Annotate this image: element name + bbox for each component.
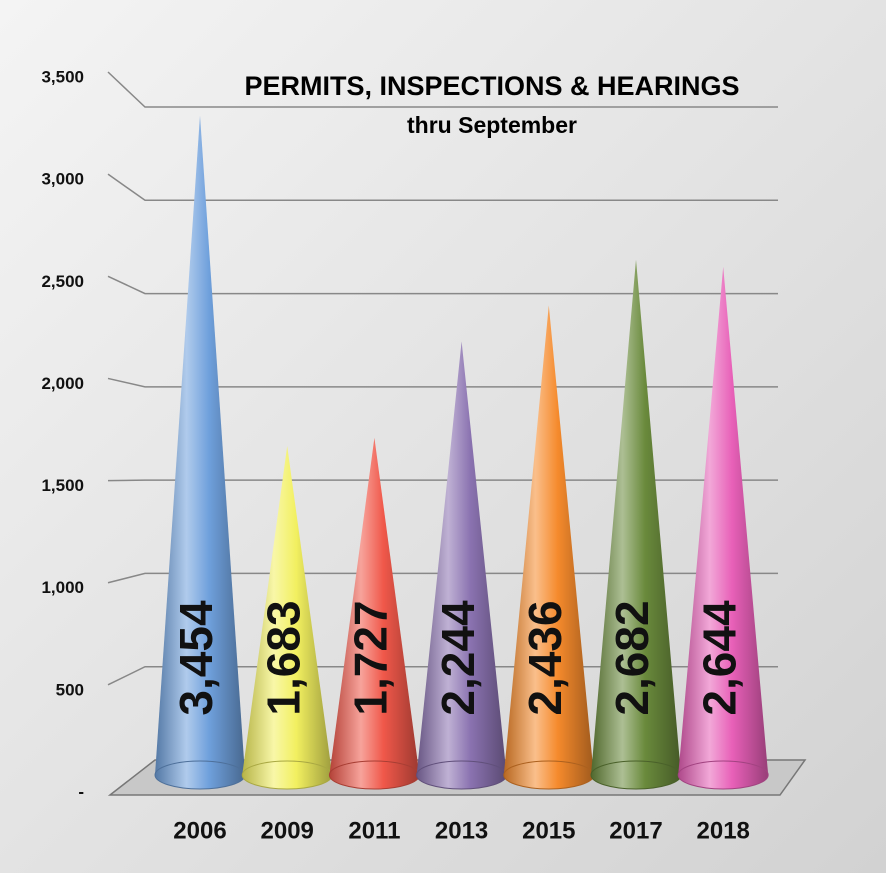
value-label: 3,454 bbox=[170, 600, 222, 716]
value-label: 2,682 bbox=[606, 600, 658, 715]
value-label: 2,244 bbox=[432, 600, 484, 716]
chart-title: PERMITS, INSPECTIONS & HEARINGS bbox=[244, 71, 739, 101]
x-tick-label: 2006 bbox=[173, 817, 226, 844]
x-tick-label: 2011 bbox=[348, 817, 400, 844]
value-label: 1,727 bbox=[345, 600, 397, 715]
y-tick-label: 3,500 bbox=[41, 67, 84, 86]
y-tick-label: 1,500 bbox=[41, 476, 84, 495]
y-tick-label: 2,000 bbox=[41, 374, 84, 393]
x-tick-label: 2015 bbox=[522, 817, 575, 844]
y-tick-label: 500 bbox=[56, 680, 84, 699]
y-tick-label: 1,000 bbox=[41, 578, 84, 597]
chart-subtitle: thru September bbox=[407, 112, 577, 138]
x-tick-label: 2009 bbox=[261, 817, 314, 844]
x-tick-label: 2017 bbox=[609, 817, 662, 844]
value-label: 2,644 bbox=[693, 600, 745, 716]
x-tick-label: 2018 bbox=[697, 817, 750, 844]
value-label: 2,436 bbox=[519, 600, 571, 715]
y-tick-label: 2,500 bbox=[41, 272, 84, 291]
x-tick-label: 2013 bbox=[435, 817, 488, 844]
y-tick-label: 3,000 bbox=[41, 170, 84, 189]
y-tick-label: - bbox=[78, 782, 84, 801]
value-label: 1,683 bbox=[257, 600, 309, 715]
